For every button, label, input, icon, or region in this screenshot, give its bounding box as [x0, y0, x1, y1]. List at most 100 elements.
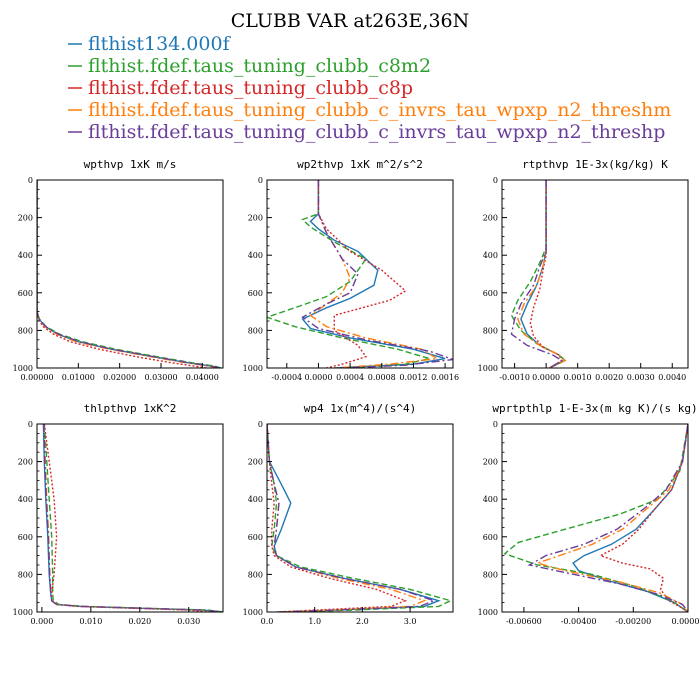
y-tick-label: 800 [483, 326, 498, 335]
series-line [503, 424, 688, 612]
series-line [301, 180, 453, 368]
x-tick-label: 0.010 [79, 617, 102, 626]
y-tick-label: 200 [483, 214, 498, 223]
y-tick-label: 400 [248, 251, 263, 260]
y-tick-label: 0 [28, 420, 33, 429]
y-tick-label: 200 [18, 214, 33, 223]
x-tick-label: -0.0004 [271, 373, 302, 382]
y-tick-label: 400 [483, 495, 498, 504]
x-tick-label: 0.0008 [368, 373, 396, 382]
y-tick-label: 600 [483, 533, 498, 542]
series-line [510, 180, 564, 368]
x-tick-label: 2.0 [356, 617, 369, 626]
y-tick-label: 800 [483, 570, 498, 579]
series-line [37, 180, 222, 368]
x-tick-label: 0.0 [261, 617, 274, 626]
x-tick-label: 0.030 [177, 617, 200, 626]
series-line [267, 180, 433, 368]
legend-label: flthist.fdef.taus_tuning_clubb_c_invrs_t… [88, 99, 671, 121]
panel-title: wp2thvp 1xK m^2/s^2 [297, 158, 423, 171]
series-line [43, 424, 223, 612]
x-tick-label: 0.00000 [671, 617, 700, 626]
x-tick-label: 0.0010 [564, 373, 592, 382]
y-tick-label: 0 [258, 420, 263, 429]
x-tick-label: -0.00200 [615, 617, 651, 626]
y-tick-label: 400 [18, 251, 33, 260]
y-tick-label: 1000 [13, 608, 33, 617]
x-tick-label: -0.00400 [561, 617, 597, 626]
chart-panel: rtpthvp 1E-3x(kg/kg) K 0 200 400 600 800 1000-… [478, 158, 689, 382]
y-tick-label: 1000 [243, 608, 263, 617]
x-tick-label: 0.0016 [431, 373, 459, 382]
x-tick-label: 0.0012 [399, 373, 427, 382]
x-tick-label: -0.00600 [506, 617, 542, 626]
panel-title: wprtpthlp 1-E-3x(m kg K)/(s kg) [492, 402, 697, 415]
y-tick-label: 0 [258, 176, 263, 185]
series-line [301, 180, 446, 368]
legend-label: flthist.fdef.taus_tuning_clubb_c_invrs_t… [88, 121, 665, 143]
panel-title: wpthvp 1xK m/s [84, 158, 177, 171]
y-tick-label: 0 [28, 176, 33, 185]
chart-panel: wp2thvp 1xK m^2/s^2 0 200 400 600 800 1000 -0.0… [243, 158, 459, 382]
y-tick-label: 0 [493, 176, 498, 185]
y-tick-label: 200 [248, 214, 263, 223]
legend-label: flthist134.000f [88, 33, 232, 55]
y-tick-label: 600 [483, 289, 498, 298]
series-line [43, 424, 209, 612]
x-tick-label: 0.020 [128, 617, 151, 626]
series-line [535, 424, 688, 612]
y-tick-label: 1000 [13, 364, 33, 373]
legend: flthist134.000fflthist.fdef.taus_tuning_… [68, 33, 671, 143]
series-line [527, 424, 688, 612]
series-line [510, 180, 567, 368]
y-tick-label: 400 [248, 495, 263, 504]
x-tick-label: 0.0000 [532, 373, 560, 382]
y-tick-label: 400 [483, 251, 498, 260]
panel-title: wp4 1x(m^4)/(s^4) [304, 402, 417, 415]
y-tick-label: 600 [248, 533, 263, 542]
chart-panel: wprtpthlp 1-E-3x(m kg K)/(s kg) 0 200 400 60… [478, 402, 700, 626]
x-tick-label: 0.01000 [62, 373, 95, 382]
x-tick-label: 0.0000 [304, 373, 332, 382]
x-tick-label: 0.0040 [658, 373, 686, 382]
series-line [43, 424, 223, 612]
x-tick-label: 1.0 [308, 617, 321, 626]
x-tick-label: 0.000 [30, 617, 53, 626]
y-tick-label: 600 [18, 289, 33, 298]
x-tick-label: 0.00000 [20, 373, 53, 382]
y-tick-label: 200 [248, 458, 263, 467]
y-tick-label: 600 [18, 533, 33, 542]
series-line [37, 180, 207, 368]
y-tick-label: 800 [18, 326, 33, 335]
series-line [267, 424, 453, 612]
y-tick-label: 1000 [478, 364, 498, 373]
series-line [317, 180, 407, 368]
x-tick-label: 0.03000 [144, 373, 177, 382]
y-tick-label: 0 [493, 420, 498, 429]
x-tick-label: 3.0 [404, 617, 417, 626]
series-line [267, 424, 436, 612]
panel-title: rtpthvp 1E-3x(kg/kg) K [522, 158, 668, 171]
y-tick-label: 1000 [243, 364, 263, 373]
legend-label: flthist.fdef.taus_tuning_clubb_c8m2 [88, 55, 431, 77]
y-tick-label: 800 [18, 570, 33, 579]
legend-label: flthist.fdef.taus_tuning_clubb_c8p [88, 77, 413, 99]
y-tick-label: 1000 [478, 608, 498, 617]
series-line [517, 180, 567, 368]
y-tick-label: 400 [18, 495, 33, 504]
figure-title: CLUBB VAR at263E,36N [231, 10, 470, 32]
x-tick-label: 0.04000 [186, 373, 219, 382]
series-line [529, 180, 563, 368]
x-tick-label: 0.0030 [627, 373, 655, 382]
x-tick-label: 0.0020 [595, 373, 623, 382]
x-tick-label: 0.0004 [336, 373, 364, 382]
series-line [37, 180, 220, 368]
y-tick-label: 600 [248, 289, 263, 298]
y-tick-label: 800 [248, 570, 263, 579]
y-tick-label: 200 [483, 458, 498, 467]
y-tick-label: 800 [248, 326, 263, 335]
